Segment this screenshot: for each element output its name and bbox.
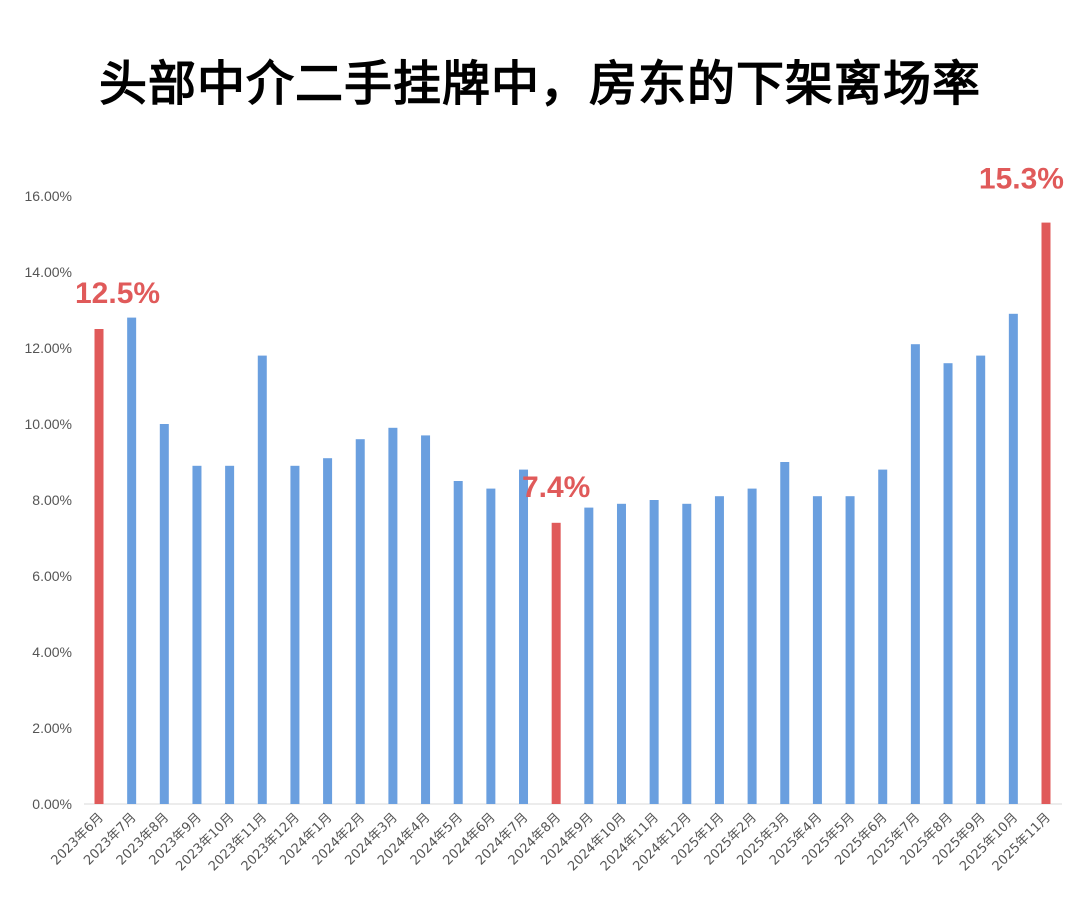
y-tick-label: 10.00% xyxy=(25,416,72,432)
bar xyxy=(257,355,267,804)
bar xyxy=(812,496,822,804)
y-tick-label: 4.00% xyxy=(32,644,72,660)
bar xyxy=(486,488,496,804)
bar xyxy=(159,424,169,804)
value-annotation: 7.4% xyxy=(522,471,590,504)
bar xyxy=(714,496,724,804)
value-annotation: 15.3% xyxy=(979,163,1064,196)
value-annotation: 12.5% xyxy=(75,277,160,310)
bar xyxy=(943,363,953,804)
bar xyxy=(976,355,986,804)
bar xyxy=(127,317,137,804)
bar xyxy=(355,439,365,804)
bar xyxy=(910,344,920,804)
y-tick-label: 8.00% xyxy=(32,492,72,508)
bar xyxy=(584,507,594,804)
bar xyxy=(616,503,626,804)
chart-title: 头部中介二手挂牌中，房东的下架离场率 xyxy=(98,56,981,112)
highlight-bar xyxy=(1041,222,1051,805)
y-tick-label: 6.00% xyxy=(32,568,72,584)
bar xyxy=(878,469,888,804)
y-tick-label: 12.00% xyxy=(25,340,72,356)
y-tick-label: 2.00% xyxy=(32,720,72,736)
bar xyxy=(421,435,431,804)
bar xyxy=(225,465,235,804)
bar xyxy=(682,503,692,804)
bar xyxy=(747,488,757,804)
y-tick-label: 16.00% xyxy=(25,188,72,204)
y-tick-label: 14.00% xyxy=(25,264,72,280)
highlight-bar xyxy=(94,329,104,804)
bar xyxy=(290,465,300,804)
bar xyxy=(649,500,659,804)
bar xyxy=(323,458,333,804)
highlight-bar xyxy=(551,522,561,804)
bar xyxy=(453,481,463,804)
bar xyxy=(1008,313,1018,804)
bar xyxy=(845,496,855,804)
bar xyxy=(388,427,398,804)
bar xyxy=(192,465,202,804)
bar xyxy=(780,462,790,804)
bar xyxy=(519,469,529,804)
y-tick-label: 0.00% xyxy=(32,796,72,812)
